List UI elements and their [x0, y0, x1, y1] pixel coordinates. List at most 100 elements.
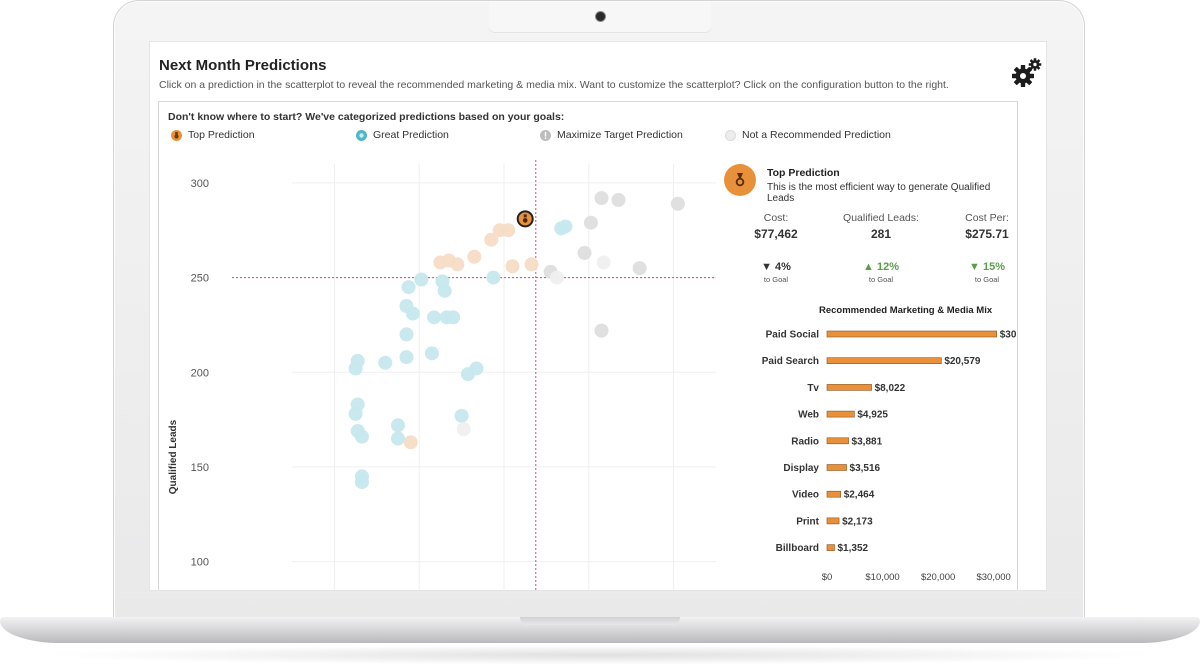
- maximize-prediction-point[interactable]: [611, 192, 626, 207]
- delta-value: ▲ 12%: [863, 261, 899, 273]
- great-prediction-point[interactable]: [348, 361, 363, 376]
- delta-cost-per: ▼ 15% to Goal: [932, 261, 1042, 284]
- y-tick-label: 100: [191, 557, 209, 569]
- media-mix-bar[interactable]: [826, 517, 840, 525]
- bar-category-label: Web: [798, 410, 819, 421]
- kpi-label: Qualified Leads:: [843, 212, 919, 224]
- x-tick-label: $30,000: [976, 572, 1010, 583]
- laptop-shadow: [40, 645, 1160, 665]
- kpi-value: $77,462: [754, 227, 798, 241]
- top-prediction-point[interactable]: [484, 232, 499, 247]
- great-prediction-point[interactable]: [469, 361, 484, 376]
- bar-value-label: $2,464: [844, 490, 875, 501]
- detail-title: Top Prediction: [767, 167, 840, 179]
- maximize-prediction-point[interactable]: [594, 191, 609, 206]
- great-prediction-point[interactable]: [427, 310, 442, 325]
- bar-value-label: $3,881: [852, 436, 883, 447]
- great-prediction-point[interactable]: [391, 418, 405, 433]
- great-prediction-point[interactable]: [446, 310, 461, 325]
- delta-note: to Goal: [763, 275, 789, 284]
- great-prediction-point[interactable]: [558, 219, 573, 234]
- media-mix-bar[interactable]: [826, 330, 998, 338]
- maximize-prediction-point[interactable]: [670, 196, 685, 211]
- bar-value-label: $30,552: [1000, 330, 1017, 341]
- top-prediction-point[interactable]: [524, 257, 539, 272]
- y-axis-label: Qualified Leads: [168, 419, 179, 494]
- bar-category-label: Display: [783, 463, 819, 474]
- legend-label: Great Prediction: [373, 129, 449, 141]
- prediction-scatterplot[interactable]: 300 250 200 150 100 Qualified Leads: [159, 102, 719, 590]
- great-prediction-point[interactable]: [414, 272, 429, 287]
- bar-value-label: $1,352: [838, 543, 869, 554]
- media-mix-bar[interactable]: [826, 410, 855, 418]
- goals-prompt: Don't know where to start? We've categor…: [168, 111, 565, 123]
- delta-qualified-leads: ▲ 12% to Goal: [826, 261, 936, 284]
- maximize-prediction-point[interactable]: [632, 261, 647, 276]
- media-mix-title: Recommended Marketing & Media Mix: [819, 305, 993, 316]
- great-prediction-point[interactable]: [378, 355, 393, 370]
- media-mix-bar[interactable]: [826, 464, 847, 471]
- legend-maximize-target-prediction[interactable]: Maximize Target Prediction: [540, 128, 683, 142]
- medal-icon: [523, 214, 527, 218]
- media-mix-bar-chart: Paid Social $30,552 Paid Search $20,579 Tv $8…: [762, 330, 1017, 584]
- kpi-label: Cost:: [763, 212, 789, 224]
- x-tick-label: $10,000: [865, 572, 899, 583]
- media-mix-bar[interactable]: [826, 384, 872, 391]
- media-mix-bar[interactable]: [826, 437, 849, 445]
- maximize-prediction-point[interactable]: [583, 215, 598, 230]
- top-prediction-point[interactable]: [505, 259, 520, 274]
- top-prediction-point[interactable]: [450, 257, 465, 272]
- kpi-label: Cost Per:: [965, 212, 1009, 224]
- gears-icon: [1012, 58, 1042, 87]
- legend-not-recommended-prediction[interactable]: Not a Recommended Prediction: [725, 128, 891, 142]
- kpi-cost: Cost: $77,462: [721, 212, 831, 241]
- kpi-cost-per: Cost Per: $275.71: [932, 212, 1042, 241]
- great-prediction-point[interactable]: [399, 350, 414, 365]
- medal-icon: [522, 218, 528, 223]
- kpi-value: $275.71: [965, 227, 1009, 241]
- y-tick-label: 250: [191, 273, 209, 285]
- bar-value-label: $20,579: [944, 356, 981, 367]
- dashboard-screen: Next Month Predictions Click on a predic…: [150, 42, 1046, 590]
- top-prediction-point[interactable]: [467, 249, 482, 264]
- top-prediction-point[interactable]: [403, 435, 418, 450]
- top-prediction-point[interactable]: [501, 223, 516, 238]
- medal-icon: [724, 164, 756, 196]
- legend-great-prediction[interactable]: Great Prediction: [356, 128, 449, 142]
- great-prediction-point[interactable]: [454, 408, 469, 423]
- great-prediction-point[interactable]: [486, 270, 501, 285]
- media-mix-bar[interactable]: [826, 490, 841, 498]
- y-tick-label: 300: [191, 178, 209, 190]
- great-prediction-point[interactable]: [437, 283, 452, 298]
- dot-icon: [356, 129, 367, 141]
- great-prediction-point[interactable]: [354, 475, 369, 490]
- maximize-prediction-point[interactable]: [577, 245, 592, 260]
- x-tick-label: $0: [822, 572, 833, 583]
- great-prediction-point[interactable]: [391, 431, 405, 446]
- exclamation-icon: [540, 129, 551, 141]
- not_recommended-prediction-point[interactable]: [550, 270, 564, 285]
- great-prediction-point[interactable]: [405, 306, 420, 321]
- y-tick-label: 200: [191, 367, 209, 379]
- great-prediction-point[interactable]: [354, 429, 369, 444]
- page-subtitle: Click on a prediction in the scatterplot…: [159, 79, 949, 91]
- y-tick-label: 150: [191, 462, 209, 474]
- bar-category-label: Print: [796, 516, 819, 527]
- great-prediction-point[interactable]: [401, 280, 416, 295]
- media-mix-bar[interactable]: [826, 357, 942, 364]
- media-mix-bar[interactable]: [826, 544, 835, 551]
- bar-category-label: Paid Social: [766, 330, 820, 341]
- bar-category-label: Radio: [791, 436, 819, 447]
- camera-icon: [596, 12, 605, 21]
- not_recommended-prediction-point[interactable]: [456, 422, 471, 437]
- great-prediction-point[interactable]: [348, 406, 363, 421]
- legend-top-prediction[interactable]: Top Prediction: [171, 128, 255, 142]
- legend-label: Top Prediction: [188, 129, 255, 141]
- bar-category-label: Paid Search: [762, 356, 819, 367]
- great-prediction-point[interactable]: [424, 346, 439, 361]
- configuration-button[interactable]: [1010, 56, 1044, 90]
- maximize-prediction-point[interactable]: [594, 323, 609, 338]
- bar-category-label: Video: [792, 490, 819, 501]
- great-prediction-point[interactable]: [399, 327, 414, 342]
- not_recommended-prediction-point[interactable]: [596, 255, 611, 270]
